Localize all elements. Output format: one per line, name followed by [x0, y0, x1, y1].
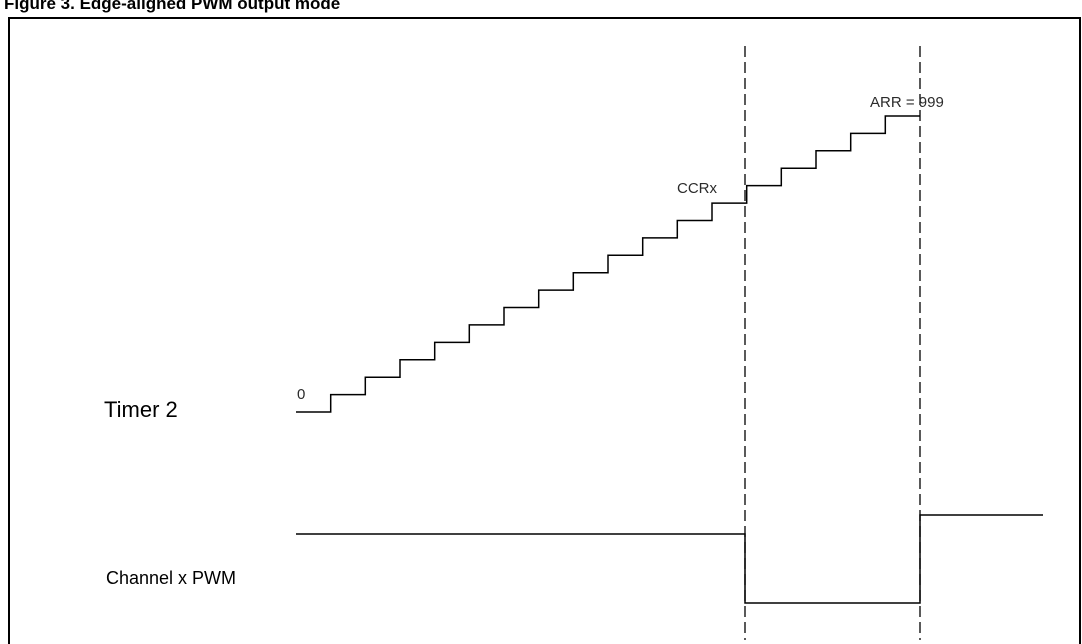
counter-start-value-label: 0	[297, 386, 305, 403]
pwm-output-waveform	[296, 514, 1043, 604]
timer-signal-label: Timer 2	[104, 397, 178, 422]
ccrx-compare-label: CCRx	[677, 180, 717, 197]
figure-caption: Figure 3. Edge-aligned PWM output mode	[4, 0, 341, 13]
dashed-markers	[744, 46, 921, 640]
timer-counter-staircase	[296, 115, 920, 413]
pwm-signal-label: Channel x PWM	[106, 568, 236, 588]
arr-reload-label: ARR = 999	[870, 94, 944, 111]
diagram-frame	[8, 17, 1081, 644]
